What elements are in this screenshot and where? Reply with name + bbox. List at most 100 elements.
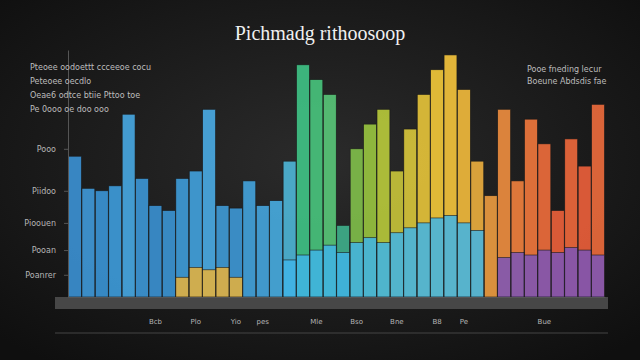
- bar-series: [69, 55, 605, 297]
- bar: [404, 129, 417, 297]
- annotation: Peteoee oecdlo: [30, 77, 91, 86]
- bar: [390, 233, 403, 297]
- bar: [176, 277, 189, 297]
- bar: [203, 270, 216, 297]
- bar: [176, 178, 189, 297]
- bar: [404, 228, 417, 297]
- bar: [511, 181, 524, 297]
- bar: [122, 114, 135, 297]
- bar: [189, 171, 202, 297]
- y-axis-line: [68, 51, 69, 298]
- bar: [511, 253, 524, 297]
- bar: [323, 94, 336, 297]
- y-tick-mark: [64, 275, 68, 276]
- bar: [444, 215, 457, 297]
- chart-container: Poanrer Pooan Pioouen Piidoo Pooo Bcb Plo Yio pe…: [0, 0, 640, 360]
- y-tick-label: Poanrer: [25, 271, 56, 280]
- bar: [390, 171, 403, 297]
- bar: [538, 250, 551, 297]
- bar: [189, 267, 202, 297]
- bar: [350, 149, 363, 297]
- annotation: Boeune Abdsdis fae: [527, 77, 606, 86]
- y-axis: Poanrer Pooan Pioouen Piidoo Pooo: [24, 51, 68, 298]
- x-tick: Pe: [460, 318, 468, 326]
- bar: [323, 245, 336, 297]
- bar: [364, 238, 377, 297]
- y-tick: Pooan: [32, 246, 68, 255]
- bar: [337, 253, 350, 297]
- y-tick-label: Piidoo: [32, 187, 56, 196]
- bar: [578, 166, 591, 297]
- base-slab: [55, 297, 608, 309]
- bar: [229, 208, 242, 297]
- bar: [484, 196, 497, 297]
- x-tick: Bue: [538, 318, 552, 326]
- y-tick-mark: [64, 191, 68, 192]
- y-tick-mark: [64, 250, 68, 251]
- bar: [417, 94, 430, 297]
- x-tick: Plo: [190, 318, 200, 326]
- bar: [551, 253, 564, 297]
- bar: [538, 144, 551, 297]
- x-tick: Bso: [350, 318, 363, 326]
- bar: [444, 55, 457, 297]
- bar: [162, 211, 175, 297]
- annotation: Pteoee oodoettt ccceeoe cocu: [30, 63, 151, 72]
- bar: [256, 206, 269, 297]
- bar: [350, 243, 363, 297]
- x-tick-label: Pe: [460, 318, 468, 326]
- bar: [337, 225, 350, 297]
- annotation: Pe 0ooo oe doo ooo: [30, 105, 109, 114]
- x-tick-label: B8: [432, 318, 441, 326]
- x-axis: Bcb Plo Yio pes Mle Bso Bne B8 Pe Bue: [69, 298, 606, 326]
- x-tick-label: Mle: [310, 318, 322, 326]
- bar: [431, 70, 444, 297]
- background: [0, 0, 640, 360]
- y-tick: Pooo: [37, 145, 68, 154]
- x-tick: pes: [257, 318, 270, 326]
- bottom-rule: [55, 333, 608, 334]
- x-tick-label: Yio: [230, 318, 241, 326]
- bar: [471, 161, 484, 297]
- bar: [457, 90, 470, 297]
- bar: [95, 191, 108, 297]
- bar: [109, 186, 122, 297]
- x-tick: Mle: [310, 318, 322, 326]
- bar: [297, 255, 310, 297]
- bar: [565, 139, 578, 297]
- y-tick: Piidoo: [32, 187, 68, 196]
- bar-series: [176, 215, 605, 297]
- y-tick-mark: [64, 223, 68, 224]
- x-tick: Bne: [390, 318, 404, 326]
- y-tick: Poanrer: [25, 271, 68, 280]
- bar: [498, 109, 511, 297]
- bar: [364, 124, 377, 297]
- bar: [297, 65, 310, 297]
- y-tick: Pioouen: [24, 219, 68, 228]
- x-tick: Bcb: [149, 318, 163, 326]
- bar: [216, 206, 229, 297]
- x-tick: B8: [432, 318, 441, 326]
- bar: [283, 260, 296, 297]
- bars: [69, 55, 605, 297]
- bar: [431, 218, 444, 297]
- bar: [270, 201, 283, 297]
- bar: [551, 211, 564, 297]
- bar: [592, 104, 605, 297]
- bar: [283, 161, 296, 297]
- y-tick-mark: [64, 149, 68, 150]
- y-tick-label: Pooo: [37, 145, 56, 154]
- bar: [149, 206, 162, 297]
- bar: [310, 250, 323, 297]
- x-tick-label: Bue: [538, 318, 552, 326]
- bar: [498, 257, 511, 297]
- bar: [229, 277, 242, 297]
- bar: [82, 188, 95, 297]
- x-tick-label: pes: [257, 318, 270, 326]
- bar: [377, 109, 390, 297]
- x-tick-label: Plo: [190, 318, 200, 326]
- annotation: Oeae6 odtce btiie Pttoo toe: [30, 91, 140, 100]
- x-tick-label: Bne: [390, 318, 404, 326]
- chart-title: Pichmadg rithoosoop: [235, 22, 406, 45]
- x-tick-label: Bcb: [149, 318, 163, 326]
